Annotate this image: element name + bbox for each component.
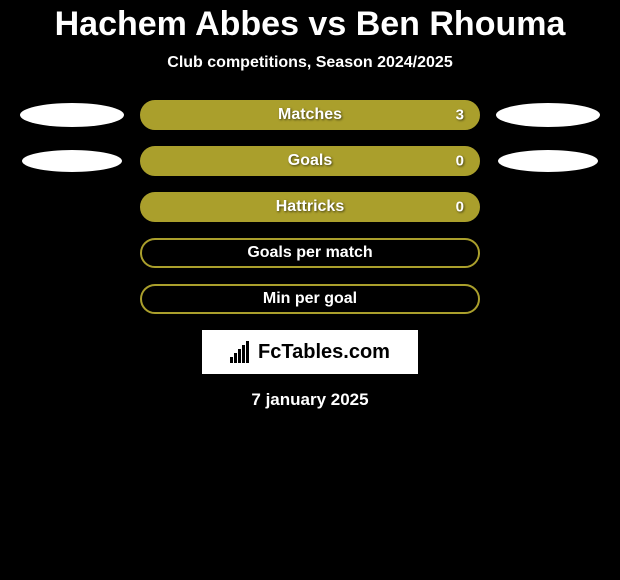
brand-box: FcTables.com [202, 330, 418, 374]
stat-value: 0 [456, 199, 464, 216]
comparison-infographic: Hachem Abbes vs Ben Rhouma Club competit… [0, 0, 620, 580]
stat-row: Goals 0 [0, 146, 620, 176]
stat-label: Min per goal [263, 290, 357, 308]
player-right-marker [498, 150, 598, 172]
stat-bar: Goals 0 [140, 146, 480, 176]
brand-text: FcTables.com [258, 341, 390, 364]
player-left-marker [20, 103, 124, 127]
subtitle: Club competitions, Season 2024/2025 [0, 54, 620, 72]
player-right-marker [496, 103, 600, 127]
stat-value: 3 [456, 107, 464, 124]
left-ellipse-slot [12, 150, 132, 172]
stat-row: Min per goal [0, 284, 620, 314]
right-ellipse-slot [488, 150, 608, 172]
stat-bar: Min per goal [140, 284, 480, 314]
stat-row: Matches 3 [0, 100, 620, 130]
stat-label: Goals [288, 152, 332, 170]
bars-increasing-icon [230, 341, 254, 363]
player-left-marker [22, 150, 122, 172]
stat-row: Hattricks 0 [0, 192, 620, 222]
stat-bar: Hattricks 0 [140, 192, 480, 222]
stat-bar: Goals per match [140, 238, 480, 268]
stat-label: Hattricks [276, 198, 344, 216]
stat-label: Matches [278, 106, 342, 124]
date-label: 7 january 2025 [0, 390, 620, 410]
right-ellipse-slot [488, 103, 608, 127]
stat-bar: Matches 3 [140, 100, 480, 130]
stat-row: Goals per match [0, 238, 620, 268]
page-title: Hachem Abbes vs Ben Rhouma [0, 5, 620, 44]
stat-label: Goals per match [247, 244, 372, 262]
brand-label: FcTables.com [230, 341, 390, 364]
left-ellipse-slot [12, 103, 132, 127]
stat-rows: Matches 3 Goals 0 Hattricks 0 Goals per match M… [0, 100, 620, 314]
stat-value: 0 [456, 153, 464, 170]
